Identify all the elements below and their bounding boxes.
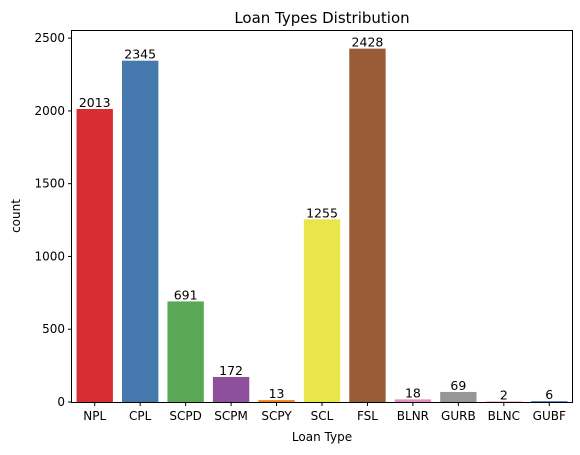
x-tick-label-gurb: GURB	[441, 409, 476, 423]
data-label-scl: 1255	[306, 205, 338, 220]
bar-gurb	[440, 391, 477, 402]
x-tick-label-cpl: CPL	[129, 409, 152, 423]
x-axis-label: Loan Type	[292, 430, 352, 444]
bar-fsl	[349, 48, 386, 403]
x-tick-label-scl: SCL	[311, 409, 334, 423]
data-label-npl: 2013	[79, 95, 111, 110]
x-tick-label-fsl: FSL	[357, 409, 378, 423]
bar-cpl	[122, 60, 159, 402]
data-label-scpm: 172	[219, 363, 243, 378]
x-tick-label-scpd: SCPD	[169, 409, 201, 423]
x-tick-label-npl: NPL	[83, 409, 106, 423]
y-axis-ticks: 0 500 1000 1500 2000 2500	[34, 31, 72, 409]
bar-npl	[76, 109, 113, 402]
chart-title: Loan Types Distribution	[234, 9, 409, 27]
x-tick-label-blnr: BLNR	[397, 409, 429, 423]
x-tick-label-scpm: SCPM	[214, 409, 248, 423]
y-tick-label-2500: 2500	[34, 31, 65, 45]
data-label-gurb: 69	[450, 378, 466, 393]
data-label-gubf: 6	[545, 387, 553, 402]
bar-blnr	[394, 399, 432, 402]
data-label-blnc: 2	[500, 388, 508, 403]
bar-scpm	[212, 376, 250, 402]
data-label-fsl: 2428	[352, 35, 384, 50]
y-tick-label-500: 500	[42, 322, 65, 336]
bar-scpy	[258, 400, 295, 402]
x-tick-label-gubf: GUBF	[533, 409, 566, 423]
y-tick-label-1000: 1000	[34, 249, 65, 263]
data-label-scpd: 691	[174, 287, 198, 302]
y-tick-label-1500: 1500	[34, 177, 65, 191]
data-label-scpy: 13	[269, 386, 285, 401]
bar-scl	[303, 219, 341, 402]
x-axis-ticks: NPL CPL SCPD SCPM SCPY SCL FSL BLNR GURB BLNC GUBF	[83, 402, 566, 423]
bar-gubf	[531, 401, 568, 402]
data-label-blnr: 18	[405, 385, 421, 400]
x-tick-label-blnc: BLNC	[488, 409, 520, 423]
bar-scpd	[167, 301, 204, 402]
data-label-cpl: 2345	[124, 47, 156, 62]
plot-frame	[71, 30, 573, 403]
y-tick-label-0: 0	[57, 395, 65, 409]
y-tick-label-2000: 2000	[34, 104, 65, 118]
bars-group: 2013 2345 691 172 13 1255 2428 18 69 2 6	[76, 35, 568, 403]
y-axis-label: count	[9, 199, 23, 233]
x-tick-label-scpy: SCPY	[261, 409, 292, 423]
